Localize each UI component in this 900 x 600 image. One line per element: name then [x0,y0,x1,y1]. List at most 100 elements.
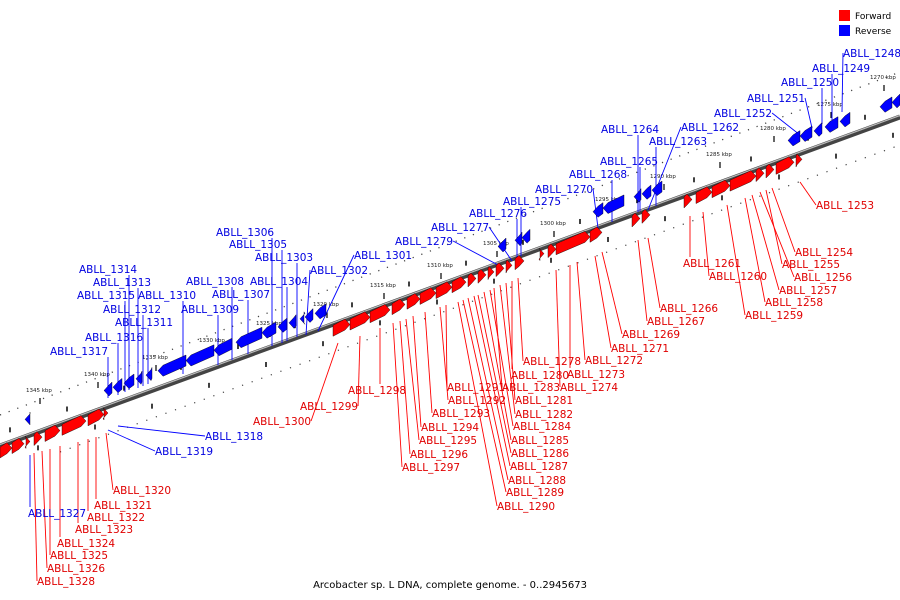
label-connector [477,294,512,454]
gene-label-abll-1311: ABLL_1311 [115,317,173,329]
gene-label-abll-1291: ABLL_1291 [447,382,505,394]
forward-gene-arrow [755,167,765,183]
reverse-gene-arrow [602,194,625,214]
genome-backbone-highlight [0,114,900,446]
label-connector [799,181,817,206]
gene-label-abll-1310: ABLL_1310 [138,290,196,302]
reverse-gene-arrow [497,237,507,253]
gene-label-abll-1303: ABLL_1303 [255,252,313,264]
label-connector [483,291,512,441]
label-connector [405,318,420,441]
label-connector [105,432,114,491]
forward-gene-arrow [487,266,495,280]
forward-gene-arrow [683,193,693,209]
reverse-gene-arrow [514,231,523,247]
reverse-gene-arrow [24,412,31,426]
gene-label-abll-1275: ABLL_1275 [503,196,561,208]
forward-gene-arrow [547,243,557,259]
gene-label-abll-1280: ABLL_1280 [511,370,569,382]
reverse-gene-arrow [288,314,297,329]
legend-forward-swatch [839,10,850,21]
gene-label-abll-1249: ABLL_1249 [812,63,870,75]
gene-label-abll-1279: ABLL_1279 [395,236,453,248]
label-connectors [29,52,844,582]
gene-label-abll-1265: ABLL_1265 [600,156,658,168]
forward-gene-arrow [495,262,505,278]
scale-tick-label: 1270 kbp [870,75,896,81]
label-connector [445,304,448,388]
forward-gene-arrow [435,281,453,299]
forward-gene-arrow [729,170,757,192]
gene-label-abll-1297: ABLL_1297 [402,462,460,474]
gene-label-abll-1306: ABLL_1306 [216,227,274,239]
reverse-gene-arrow [213,337,233,357]
gene-label-abll-1314: ABLL_1314 [79,264,137,276]
label-connector [399,320,411,455]
reverse-gene-arrow [879,96,893,113]
reverse-gene-arrow [314,303,327,320]
gene-shapes [0,93,900,459]
reverse-gene-arrow [787,130,801,147]
reverse-gene-arrow [633,188,642,203]
label-connector [499,284,516,415]
legend-reverse-label: Reverse [855,27,892,37]
label-connector [517,277,524,362]
gene-label-abll-1278: ABLL_1278 [523,356,581,368]
label-connector [392,322,403,468]
label-connector [771,112,801,136]
gene-label-abll-1315: ABLL_1315 [77,290,135,302]
gene-label-abll-1312: ABLL_1312 [103,304,161,316]
gene-label-abll-1284: ABLL_1284 [513,421,571,433]
label-connector [33,452,38,582]
gene-label-abll-1295: ABLL_1295 [419,435,477,447]
gene-label-abll-1253: ABLL_1253 [816,200,874,212]
forward-gene-arrow [589,226,603,243]
gene-label-abll-1323: ABLL_1323 [75,524,133,536]
forward-gene-arrow [775,156,795,175]
gene-label-abll-1269: ABLL_1269 [622,329,680,341]
label-connector [473,295,511,467]
gene-label-abll-1321: ABLL_1321 [94,500,152,512]
forward-gene-arrow [695,186,713,204]
gene-label-abll-1267: ABLL_1267 [647,316,705,328]
label-connector [489,289,514,427]
scale-tick-label: 1295 kbp [595,197,621,203]
gene-label-abll-1313: ABLL_1313 [93,277,151,289]
gene-label-abll-1259: ABLL_1259 [745,310,803,322]
gene-label-abll-1326: ABLL_1326 [47,563,105,575]
label-connector [841,52,844,113]
label-connector [759,191,795,278]
label-connector [555,269,561,388]
reverse-gene-arrow [824,116,839,133]
forward-gene-arrow [406,293,421,310]
gene-label-abll-1273: ABLL_1273 [567,369,625,381]
label-connector [601,251,623,335]
gene-label-abll-1289: ABLL_1289 [506,487,564,499]
gene-label-abll-1328: ABLL_1328 [37,576,95,588]
gene-label-abll-1301: ABLL_1301 [354,250,412,262]
gene-label-abll-1316: ABLL_1316 [85,332,143,344]
legend: Forward Reverse [839,10,892,37]
reverse-gene-arrow [157,354,187,377]
forward-gene-arrow [477,269,487,284]
scale-tick-label: 1315 kbp [370,283,396,289]
forward-gene-arrow [349,311,371,331]
gene-label-abll-1264: ABLL_1264 [601,124,659,136]
reverse-gene-arrow [135,371,143,385]
gene-label-abll-1256: ABLL_1256 [794,272,852,284]
gene-label-abll-1282: ABLL_1282 [515,409,573,421]
scale-tick-label: 1340 kbp [84,372,110,378]
reverse-gene-arrow [261,321,277,339]
forward-gene-arrow [505,259,513,274]
forward-gene-arrow [419,287,437,305]
reverse-gene-arrow [891,93,900,109]
reverse-gene-arrow [304,308,314,323]
label-connector [412,315,422,428]
forward-gene-arrow [538,248,545,262]
reverse-gene-arrow [299,311,306,325]
forward-gene-arrow [44,424,61,442]
scale-tick-label: 1345 kbp [26,388,52,394]
label-connector [357,335,361,407]
gene-label-abll-1270: ABLL_1270 [535,184,593,196]
